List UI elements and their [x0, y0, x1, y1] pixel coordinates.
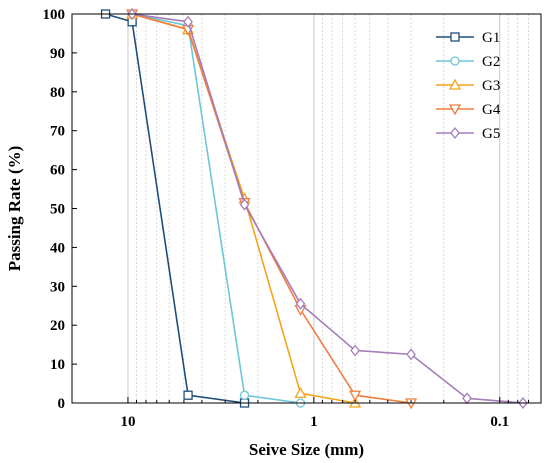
legend-label: G1 [482, 30, 500, 46]
y-tick-label: 50 [50, 202, 65, 218]
y-tick-label: 90 [50, 46, 65, 62]
legend-label: G5 [482, 126, 500, 142]
y-tick-label: 60 [50, 163, 65, 179]
y-axis-title: Passing Rate (%) [5, 146, 24, 272]
grid-lines [71, 14, 542, 403]
series-g2 [127, 9, 306, 408]
y-tick-label: 70 [50, 124, 65, 140]
y-tick-label: 10 [50, 357, 65, 373]
data-point-triangle-down [448, 104, 462, 116]
plot-frame [71, 13, 542, 404]
legend-item-g1: G1 [436, 30, 500, 46]
y-tick-label: 100 [43, 7, 66, 23]
series-g1 [100, 9, 250, 408]
series-line-g1 [105, 13, 245, 404]
x-tick-label: 10 [120, 414, 135, 430]
y-tick-label: 20 [50, 318, 65, 334]
x-tick-label: 1 [310, 414, 318, 430]
y-tick-label: 40 [50, 240, 65, 256]
data-point-square [450, 32, 460, 42]
data-point-circle [450, 56, 460, 66]
series-line-g4 [131, 13, 412, 404]
axis-ticks: 0 10 20 30 40 50 60 70 80 90 100 10 1 0.1 [43, 7, 542, 430]
data-point-diamond [462, 392, 472, 405]
data-point-square [183, 390, 193, 400]
data-point-triangle-down [348, 390, 362, 402]
series-line-g5 [131, 13, 524, 404]
y-tick-label: 30 [50, 279, 65, 295]
legend: G1 G2 G3 G4 G5 [436, 30, 501, 142]
data-point-diamond [406, 348, 416, 361]
data-point-triangle [294, 386, 307, 398]
legend-item-g3: G3 [436, 78, 500, 94]
legend-item-g4: G4 [436, 102, 501, 118]
legend-label: G2 [482, 54, 500, 70]
legend-item-g5: G5 [436, 126, 500, 142]
data-point-triangle [448, 78, 462, 90]
data-point-circle [239, 390, 250, 400]
series-g4 [125, 9, 418, 410]
data-point-diamond [183, 15, 193, 28]
legend-label: G4 [482, 102, 501, 118]
x-tick-label: 0.1 [490, 414, 509, 430]
y-tick-label: 80 [50, 85, 65, 101]
y-tick-label: 0 [58, 396, 66, 412]
legend-label: G3 [482, 78, 500, 94]
legend-item-g2: G2 [436, 54, 500, 70]
series-line-g2 [131, 13, 301, 404]
series-g5 [127, 7, 528, 410]
data-point-diamond [295, 297, 306, 310]
data-point-diamond [350, 344, 360, 357]
x-axis-title: Seive Size (mm) [249, 440, 364, 459]
data-point-diamond [450, 126, 460, 140]
data-point-diamond [239, 198, 250, 211]
